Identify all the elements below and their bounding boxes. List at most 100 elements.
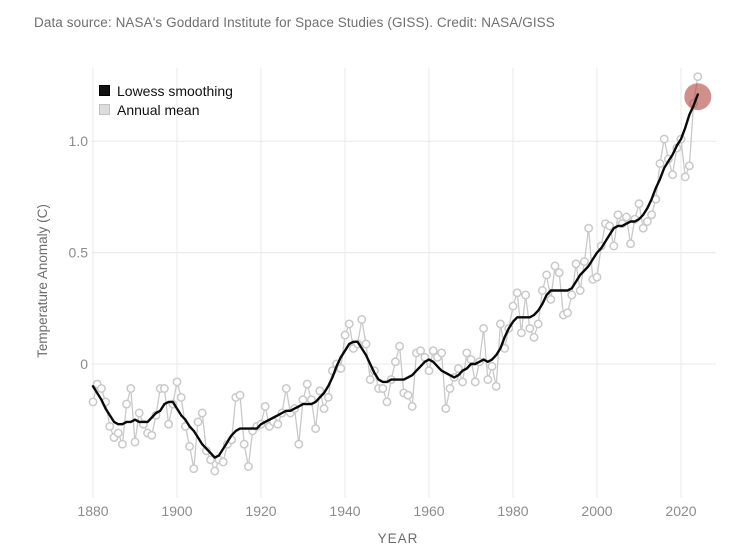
annual-mean-point-1915 [235,390,245,400]
annual-mean-point-1900 [172,377,182,387]
annual-mean-point-1965 [445,384,455,393]
annual-mean-point-2007 [621,212,631,222]
annual-mean-point-1993 [563,308,573,318]
x-tick-label-1980: 1980 [497,503,528,519]
y-tick-label-0: 0 [80,356,88,372]
annual-mean-point-1888 [122,399,132,409]
annual-mean-point-1971 [470,377,480,387]
annual-mean-point-1994 [567,290,577,300]
annual-mean-point-1950 [382,397,392,407]
x-axis-title: YEAR [378,531,419,546]
annual-mean-point-1891 [134,408,144,418]
annual-mean-point-1930 [298,395,308,405]
annual-mean-point-2010 [634,199,644,209]
annual-mean-point-1975 [487,361,497,371]
annual-mean-point-1960 [424,366,434,376]
x-tick-label-1900: 1900 [161,503,192,519]
annual-mean-point-1933 [311,424,321,434]
annual-mean-point-1926 [281,384,291,393]
x-tick-label-2020: 2020 [665,503,696,519]
annual-mean-point-1945 [361,339,371,349]
annual-mean-point-1991 [554,268,564,278]
annual-mean-point-1911 [218,457,228,467]
annual-mean-point-1997 [579,257,589,267]
annual-mean-point-1894 [147,430,157,440]
annual-mean-point-1987 [537,286,547,295]
annual-mean-point-2011 [638,223,648,233]
annual-mean-point-1955 [403,390,413,400]
annual-mean-point-1909 [210,466,220,476]
lowess-swatch-icon [99,85,110,96]
annual-mean-point-1906 [197,408,207,418]
annual-mean-point-1905 [193,417,203,427]
annual-mean-swatch-icon [99,104,110,115]
annual-mean-point-1929 [294,439,304,449]
annual-mean-point-1903 [185,441,195,451]
x-tick-label-1960: 1960 [413,503,444,519]
annual-mean-point-1916 [239,439,249,449]
legend-item-lowess-smoothing: Lowess smoothing [99,81,233,100]
annual-mean-point-1988 [542,270,552,280]
annual-mean-point-1963 [437,348,447,358]
annual-mean-point-1944 [357,315,367,324]
legend-item-annual-mean: Annual mean [99,100,233,119]
annual-mean-point-1973 [479,323,489,333]
annual-mean-point-1967 [453,364,463,373]
annual-mean-point-1924 [273,419,283,429]
annual-mean-point-1949 [378,384,388,393]
annual-mean-point-1961 [428,346,438,356]
annual-mean-point-1984 [525,323,535,333]
x-tick-label-1880: 1880 [77,503,108,519]
annual-mean-point-2005 [613,210,623,220]
annual-mean-point-2021 [680,172,690,182]
annual-mean-point-1890 [130,437,140,447]
annual-mean-point-1983 [521,290,531,300]
y-tick-label-1.0: 1.0 [69,133,89,149]
annual-mean-point-2022 [684,161,694,171]
annual-mean-point-1935 [319,404,329,414]
annual-mean-point-1968 [458,377,468,387]
x-tick-label-1920: 1920 [245,503,276,519]
annual-mean-point-2012 [642,217,652,226]
x-tick-label-1940: 1940 [329,503,360,519]
annual-mean-point-1974 [483,375,493,385]
annual-mean-point-1880 [88,397,98,407]
annual-mean-point-1976 [491,381,501,391]
chart-legend: Lowess smoothing Annual mean [99,81,233,119]
y-tick-label-0.5: 0.5 [69,245,89,261]
annual-mean-point-2016 [659,134,669,144]
annual-mean-point-1897 [159,384,169,393]
data-source-credit: Data source: NASA's Goddard Institute fo… [34,15,555,30]
annual-mean-point-1985 [529,332,539,342]
annual-mean-point-1989 [546,294,556,304]
y-axis-title: Temperature Anomaly (C) [35,204,50,358]
annual-mean-point-1889 [126,384,136,393]
annual-mean-point-1980 [508,301,518,311]
annual-mean-point-1886 [113,428,123,438]
annual-mean-point-1931 [302,379,312,389]
annual-mean-point-2008 [626,239,636,249]
annual-mean-point-1970 [466,355,476,365]
annual-mean-point-1904 [189,464,199,474]
annual-mean-point-1887 [117,439,127,449]
annual-mean-point-1908 [206,455,216,465]
annual-mean-point-2024 [693,72,703,82]
x-tick-label-2000: 2000 [581,503,612,519]
annual-mean-point-2003 [605,221,615,231]
annual-mean-point-1917 [243,462,253,471]
lowess-smoothing-line [91,93,699,459]
annual-mean-point-1884 [105,421,115,431]
annual-mean-point-1952 [390,357,400,367]
annual-mean-point-1921 [260,401,270,411]
annual-mean-point-1934 [315,386,325,396]
annual-mean-line [92,76,699,473]
annual-mean-point-1998 [584,223,594,233]
annual-mean-point-1958 [416,346,426,356]
annual-mean-point-1982 [516,328,526,338]
legend-label-annual-mean: Annual mean [117,101,200,118]
annual-mean-point-1941 [344,319,354,329]
annual-mean-point-1964 [441,404,451,414]
annual-mean-point-1882 [96,384,106,393]
annual-mean-point-2013 [647,210,657,220]
